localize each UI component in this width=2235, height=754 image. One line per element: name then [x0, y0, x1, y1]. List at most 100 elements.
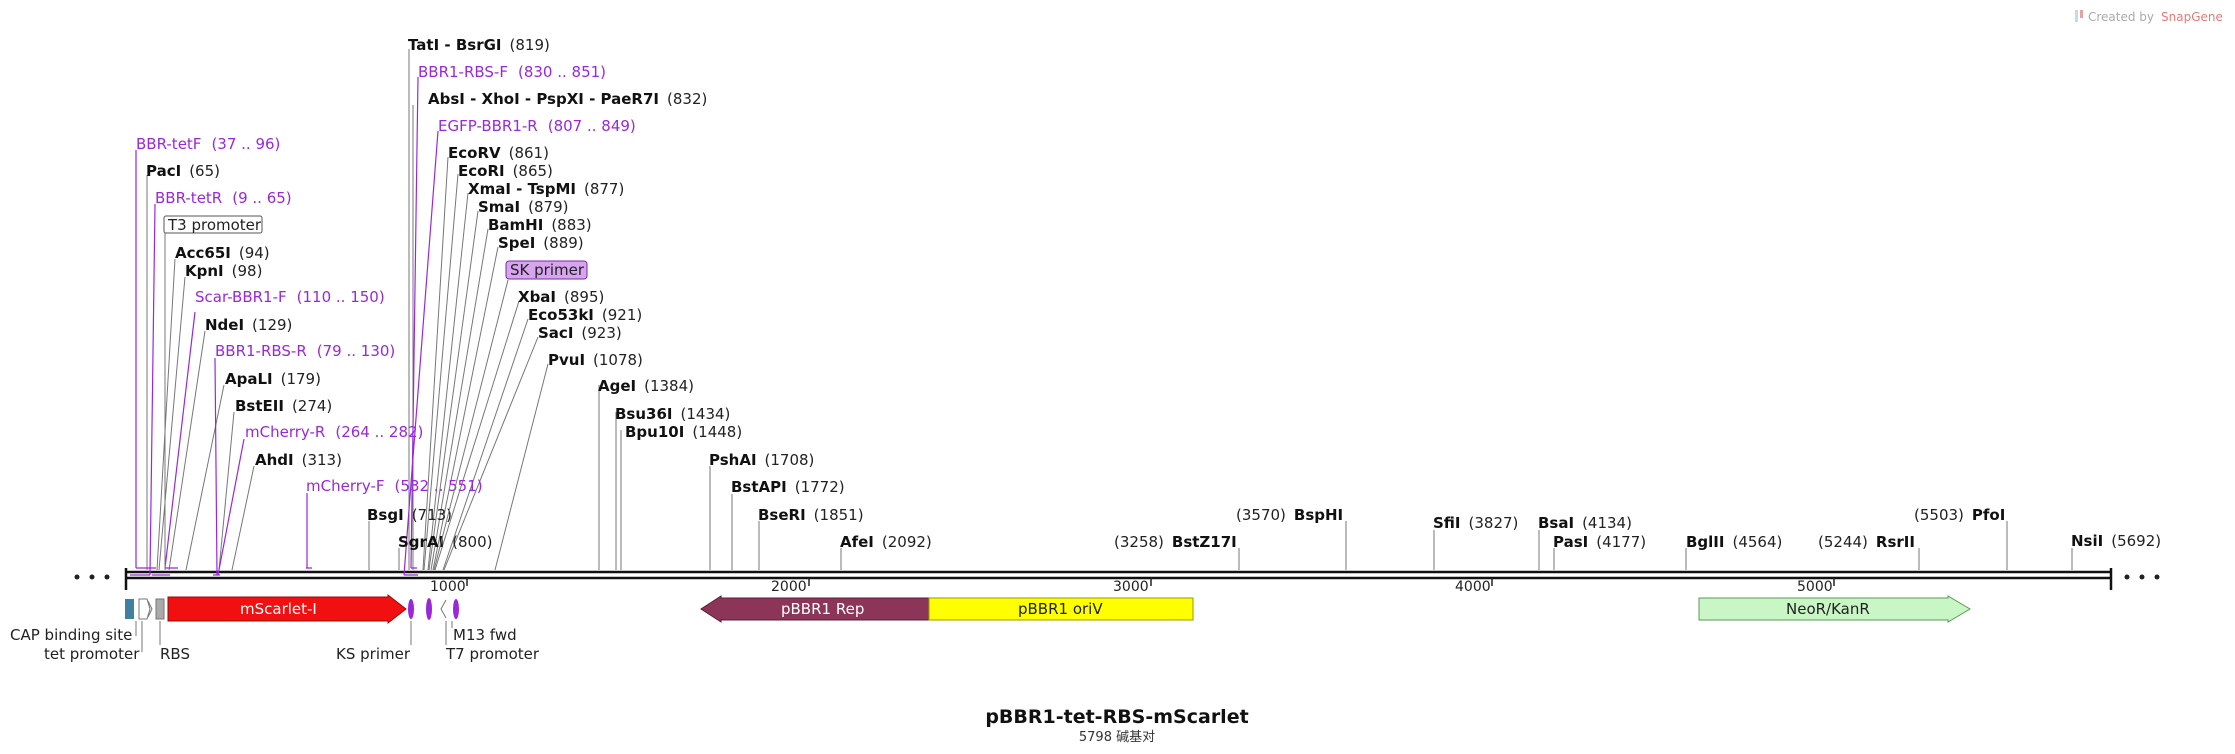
leader-line [433, 279, 509, 571]
watermark-prefix: Created by [2088, 10, 2154, 24]
enzyme-label: BglII (4564) [1686, 533, 1782, 551]
primer-line-bbr1-rbs-r [152, 357, 218, 576]
primer-line-bbr1-rbs-f [410, 76, 419, 569]
primer-label: BBR1-RBS-R (79 .. 130) [215, 342, 395, 360]
primer-label: Scar-BBR1-F (110 .. 150) [195, 288, 385, 306]
ellipsis-dot [89, 574, 95, 580]
t3-promoter-label-box [163, 215, 263, 234]
sk-primer-box: SK primer [433, 260, 588, 571]
enzyme-label: SpeI (889) [498, 234, 584, 252]
snapgene-logo-icon [2075, 10, 2078, 22]
enzyme-label: EcoRV (861) [448, 144, 549, 162]
sk-primer-label-box [505, 260, 588, 280]
enzyme-label: Acc65I (94) [175, 244, 270, 262]
pbbr1-oriv-feature [928, 597, 1194, 621]
primer-line-mcherry-f [306, 493, 312, 569]
primer-leader-lines [130, 76, 439, 576]
enzyme-label: BstEII (274) [235, 397, 332, 415]
enzyme-label: XmaI - TspMI (877) [468, 180, 624, 198]
enzyme-label: PvuI (1078) [548, 351, 643, 369]
enzyme-label: BamHI (883) [488, 216, 592, 234]
ellipsis-dot [104, 574, 110, 580]
leader-line [434, 300, 520, 571]
enzyme-label: (5244) RsrII [1818, 533, 1915, 551]
leader-line [231, 465, 255, 571]
ellipsis-dot [2124, 574, 2130, 580]
primer-line-bbr-tetf [135, 150, 156, 569]
enzyme-label: SacI (923) [538, 324, 622, 342]
ellipsis-dot [74, 574, 80, 580]
plasmid-length: 5798 碱基对 [1079, 730, 1155, 745]
leader-line [442, 318, 529, 571]
t3-promoter-label: T3 promoter [167, 216, 262, 234]
enzyme-label: AgeI (1384) [598, 377, 694, 395]
enzyme-label: XbaI (895) [518, 288, 604, 306]
tick-label-3000: 3000 [1113, 579, 1149, 595]
mscarlet-feature [167, 593, 407, 625]
ks-primer-feature [408, 599, 414, 619]
primer-label: mCherry-R (264 .. 282) [245, 423, 423, 441]
enzyme-label: BseRI (1851) [758, 506, 864, 524]
tick-label-1000: 1000 [430, 579, 466, 595]
promoter-chevron-icon [147, 600, 153, 618]
features-track: mScarlet-I pBBR1 Rep pBBR1 oriV NeoR/Kan… [125, 593, 1971, 625]
pbbr1-oriv-label: pBBR1 oriV [1018, 600, 1103, 618]
pbbr1-rep-feature [700, 595, 930, 623]
primer-label: mCherry-F (532 .. 551) [306, 477, 483, 495]
enzyme-label: BstAPI (1772) [731, 478, 845, 496]
neor-kanr-label: NeoR/KanR [1786, 600, 1870, 618]
cap-binding-site-feature [125, 599, 134, 619]
tet-promoter-label: tet promoter [44, 645, 140, 663]
primer-label: BBR-tetF (37 .. 96) [136, 135, 280, 153]
primer-line-egfp-bbr1-r [403, 130, 439, 576]
leader-line [443, 336, 539, 571]
cap-binding-site-label: CAP binding site [10, 626, 132, 644]
leader-line [494, 363, 549, 571]
leader-line [423, 173, 459, 571]
enzyme-label: (5503) PfoI [1914, 506, 2005, 524]
enzyme-label: SmaI (879) [478, 198, 568, 216]
enzyme-label: EcoRI (865) [458, 162, 553, 180]
enzyme-label: NdeI (129) [205, 316, 292, 334]
ellipsis-dot [2139, 574, 2145, 580]
leader-line [428, 210, 479, 571]
enzyme-label: ApaLI (179) [225, 370, 321, 388]
leader-line [427, 192, 469, 571]
leader-line [158, 276, 186, 571]
enzyme-label: AbsI - XhoI - PspXI - PaeR7I (832) [428, 90, 707, 108]
bottom-feature-labels: CAP binding site tet promoter RBS KS pri… [10, 621, 540, 663]
enzyme-label: BsaI (4134) [1538, 514, 1632, 532]
primer-label: EGFP-BBR1-R (807 .. 849) [438, 117, 636, 135]
t3-promoter-box: T3 promoter [163, 215, 263, 570]
ks-primer-label: KS primer [336, 645, 411, 663]
leader-line [185, 384, 225, 571]
pbbr1-rep-label: pBBR1 Rep [781, 600, 864, 618]
t7-promoter-label: T7 promoter [445, 645, 540, 663]
tick-label-2000: 2000 [771, 579, 807, 595]
enzyme-label: PasI (4177) [1553, 533, 1646, 551]
enzyme-label: BsgI (713) [367, 506, 452, 524]
primer-line-mcherry-r [213, 438, 245, 576]
m13-fwd-label: M13 fwd [453, 626, 517, 644]
primer-label: BBR-tetR (9 .. 65) [155, 189, 292, 207]
plasmid-title: pBBR1-tet-RBS-mScarlet [985, 706, 1248, 728]
enzyme-label: NsiI (5692) [2071, 532, 2161, 550]
primer-labels: BBR1-RBS-F (830 .. 851) EGFP-BBR1-R (807 .… [136, 63, 636, 495]
enzyme-label: PacI (65) [146, 162, 220, 180]
tet-promoter-feature [138, 598, 151, 620]
enzyme-label: PshAI (1708) [709, 451, 814, 469]
sk-primer-feature [426, 598, 432, 620]
tick-label-4000: 4000 [1455, 579, 1491, 595]
enzyme-labels: TatI - BsrGI (819) AbsI - XhoI - PspXI - … [146, 36, 2161, 551]
snapgene-watermark: Created by SnapGene [2075, 10, 2223, 24]
enzyme-label: (3570) BspHI [1236, 506, 1343, 524]
tick-label-5000: 5000 [1797, 579, 1833, 595]
leader-line [168, 330, 206, 571]
sk-primer-label: SK primer [510, 261, 585, 279]
t7-promoter-feature [440, 599, 447, 619]
rbs-feature [155, 598, 165, 620]
sequence-backbone [74, 568, 2160, 590]
leader-line [156, 258, 176, 571]
enzyme-leader-lines [146, 49, 2073, 571]
